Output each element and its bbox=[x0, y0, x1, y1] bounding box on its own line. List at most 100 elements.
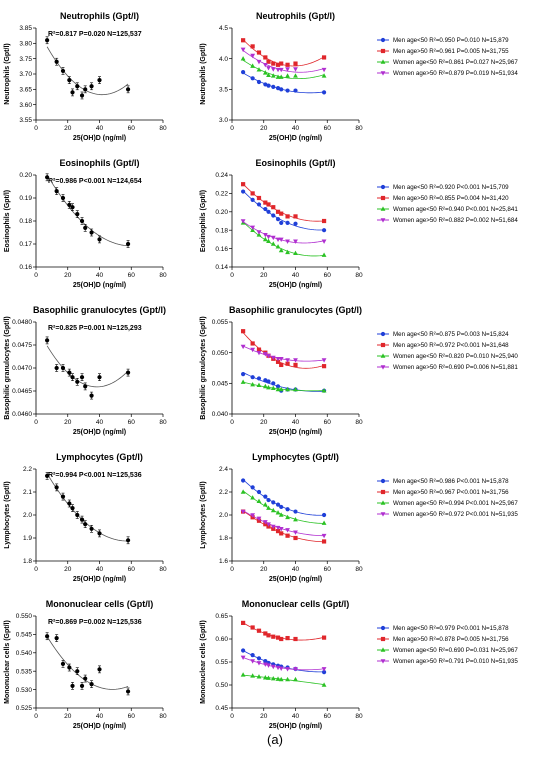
legend-label: Men age>50 R²=0.961 P=0.005 N=31,755 bbox=[393, 48, 509, 55]
y-axis-label: Neutrophils (Gpt/l) bbox=[4, 43, 11, 104]
y-tick-label: 2.0 bbox=[23, 512, 32, 519]
y-tick-label: 0.17 bbox=[19, 241, 32, 248]
data-point bbox=[125, 370, 131, 375]
data-point bbox=[250, 375, 255, 380]
x-tick-label: 80 bbox=[159, 566, 167, 573]
y-tick-label: 3.0 bbox=[219, 117, 228, 124]
data-point bbox=[321, 239, 327, 244]
stats-annotation: R²=0.825 P=0.001 N=125,293 bbox=[48, 325, 142, 332]
data-point bbox=[125, 538, 131, 543]
x-tick-label: 0 bbox=[230, 125, 234, 132]
data-point bbox=[321, 635, 327, 640]
fit-curve bbox=[243, 381, 325, 392]
data-point bbox=[263, 658, 268, 664]
data-point bbox=[279, 211, 284, 216]
data-point bbox=[256, 382, 262, 387]
legend-marker bbox=[380, 647, 386, 652]
data-point bbox=[285, 361, 290, 366]
legend-label: Men age<50 R²=0.875 P=0.003 N=15,824 bbox=[393, 331, 509, 338]
legend-entry: Women age>50 R²=0.690 P=0.006 N=51,881 bbox=[377, 364, 518, 371]
fit-curve bbox=[243, 674, 325, 685]
chart-panel: Lymphocytes (Gpt/l) 1.6 1.8 2.0 2.2 2.4 0 20 40 6… bbox=[200, 452, 518, 583]
x-axis-label: 25(OH)D (ng/ml) bbox=[73, 576, 126, 583]
data-series bbox=[241, 478, 327, 518]
data-point bbox=[266, 83, 271, 88]
data-point bbox=[263, 378, 268, 383]
legend-label: Men age<50 R²=0.920 P<0.001 N=15,709 bbox=[393, 184, 509, 191]
data-point bbox=[275, 217, 281, 222]
data-point bbox=[250, 191, 255, 196]
data-point bbox=[270, 235, 276, 241]
x-tick-label: 80 bbox=[355, 419, 363, 426]
data-point bbox=[250, 44, 255, 49]
x-tick-label: 40 bbox=[96, 419, 104, 426]
data-point bbox=[275, 237, 281, 242]
data-series bbox=[240, 655, 327, 672]
legend-marker bbox=[380, 48, 386, 54]
data-point bbox=[263, 494, 268, 499]
data-point bbox=[285, 358, 290, 363]
data-series bbox=[240, 489, 327, 525]
legend-entry: Women age>50 R²=0.882 P=0.002 N=51,684 bbox=[377, 217, 518, 224]
data-point bbox=[293, 239, 298, 244]
legend-label: Men age<50 R²=0.986 P<0.001 N=15,878 bbox=[393, 478, 509, 485]
y-tick-label: 0.19 bbox=[19, 195, 32, 202]
y-tick-label: 0.0460 bbox=[12, 411, 32, 418]
data-point bbox=[75, 512, 80, 518]
data-point bbox=[263, 206, 268, 212]
chart-panel: Eosinophils (Gpt/l) 0.14 0.16 0.18 0.20 0.22 0… bbox=[200, 158, 518, 289]
data-point bbox=[293, 667, 298, 672]
x-tick-label: 40 bbox=[96, 272, 104, 279]
chart-panel: Basophilic granulocytes (Gpt/l) 0.040 0.04… bbox=[200, 305, 518, 436]
data-point bbox=[293, 517, 298, 522]
fit-curve bbox=[242, 72, 325, 94]
data-point bbox=[293, 386, 298, 392]
legend-label: Women age<50 R²=0.861 P=0.027 N=25,967 bbox=[393, 59, 518, 66]
data-point bbox=[285, 249, 290, 255]
data-point bbox=[271, 61, 276, 66]
y-tick-label: 2.2 bbox=[219, 489, 228, 496]
data-point bbox=[54, 635, 59, 641]
data-point bbox=[125, 241, 131, 247]
data-point bbox=[271, 500, 276, 505]
data-point bbox=[275, 359, 281, 364]
data-point bbox=[241, 70, 246, 75]
legend-label: Men age>50 R²=0.972 P<0.001 N=31,648 bbox=[393, 342, 509, 349]
y-tick-label: 4.0 bbox=[219, 56, 228, 63]
data-series bbox=[240, 219, 327, 244]
data-point bbox=[256, 230, 262, 235]
x-tick-label: 60 bbox=[324, 272, 332, 279]
legend-label: Women age<50 R²=0.820 P=0.010 N=25,940 bbox=[393, 353, 518, 360]
x-tick-label: 60 bbox=[324, 713, 332, 720]
data-series bbox=[45, 36, 131, 100]
data-point bbox=[125, 87, 131, 92]
data-point bbox=[275, 67, 281, 73]
data-point bbox=[275, 62, 281, 67]
data-point bbox=[270, 524, 276, 530]
y-tick-label: 0.20 bbox=[215, 209, 228, 216]
data-point bbox=[241, 620, 246, 625]
legend-entry: Men age>50 R²=0.967 P<0.001 N=31,756 bbox=[377, 489, 509, 496]
data-point bbox=[256, 628, 262, 633]
data-series bbox=[241, 182, 327, 224]
x-tick-label: 0 bbox=[230, 566, 234, 573]
data-point bbox=[250, 659, 256, 664]
data-point bbox=[262, 233, 268, 238]
data-point bbox=[250, 673, 256, 678]
data-point bbox=[240, 47, 246, 53]
data-series bbox=[240, 379, 327, 393]
x-tick-label: 20 bbox=[64, 566, 72, 573]
data-point bbox=[275, 86, 281, 91]
y-tick-label: 0.525 bbox=[16, 705, 33, 712]
data-point bbox=[285, 88, 290, 93]
y-tick-label: 0.22 bbox=[215, 191, 228, 198]
data-series bbox=[45, 173, 131, 248]
legend-entry: Men age<50 R²=0.986 P<0.001 N=15,878 bbox=[377, 478, 509, 485]
x-tick-label: 0 bbox=[34, 713, 38, 720]
legend-label: Women age<50 R²=0.690 P=0.031 N=25,967 bbox=[393, 647, 518, 654]
x-tick-label: 60 bbox=[128, 713, 136, 720]
x-axis-label: 25(OH)D (ng/ml) bbox=[73, 429, 126, 436]
data-point bbox=[278, 247, 284, 253]
x-tick-label: 40 bbox=[96, 566, 104, 573]
x-tick-label: 0 bbox=[34, 419, 38, 426]
